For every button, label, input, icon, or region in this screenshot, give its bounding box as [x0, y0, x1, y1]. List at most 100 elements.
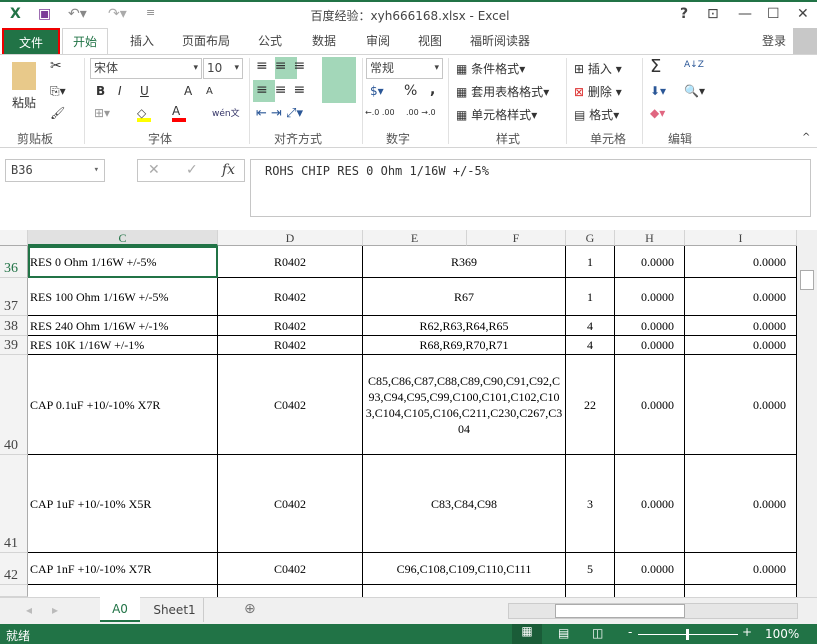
column-header-f[interactable]: F	[467, 230, 566, 246]
cell[interactable]	[28, 585, 218, 597]
cell-d[interactable]: R0402	[218, 278, 363, 316]
delete-cells-button[interactable]: ⊠ 删除 ▾	[574, 85, 622, 99]
cell-d[interactable]: C0402	[218, 455, 363, 553]
currency-icon[interactable]: $▾	[370, 84, 384, 98]
paste-button[interactable]: 粘贴	[12, 96, 37, 110]
zoom-slider-thumb[interactable]	[686, 629, 689, 640]
undo-icon[interactable]: ↶▾	[68, 6, 87, 22]
decrease-decimal-button[interactable]: .00 →.0	[406, 108, 436, 117]
close-button[interactable]: ✕	[797, 6, 809, 22]
cell[interactable]	[467, 585, 566, 597]
font-name-select[interactable]: 宋体 ▾	[90, 58, 202, 79]
format-cells-button[interactable]: ▤ 格式▾	[574, 108, 620, 122]
cell-e[interactable]: C83,C84,C98	[363, 455, 566, 553]
minimize-button[interactable]: —	[738, 6, 752, 22]
cell[interactable]	[218, 585, 363, 597]
insert-cells-button[interactable]: ⊞ 插入 ▾	[574, 62, 622, 76]
cell-c[interactable]: RES 0 Ohm 1/16W +/-5%	[28, 246, 218, 278]
column-header-g[interactable]: G	[566, 230, 615, 246]
cell-h[interactable]: 0.0000	[615, 278, 685, 316]
tab-page-layout[interactable]: 页面布局	[182, 34, 231, 48]
select-all-corner[interactable]	[0, 230, 28, 246]
cut-icon[interactable]: ✂	[50, 58, 62, 74]
cell-g[interactable]: 22	[566, 355, 615, 455]
sort-filter-button[interactable]: A↓Z	[684, 60, 704, 70]
font-color-icon[interactable]: A	[172, 104, 186, 122]
cell[interactable]	[615, 585, 685, 597]
zoom-slider[interactable]	[638, 629, 738, 640]
fill-icon[interactable]: ⬇▾	[650, 84, 667, 98]
format-as-table-button[interactable]: ▦ 套用表格格式▾	[456, 85, 550, 99]
cell-g[interactable]: 1	[566, 278, 615, 316]
cell-e[interactable]: R68,R69,R70,R71	[363, 336, 566, 355]
cell-h[interactable]: 0.0000	[615, 553, 685, 585]
tab-review[interactable]: 审阅	[366, 34, 391, 48]
column-header-h[interactable]: H	[615, 230, 685, 246]
bold-button[interactable]: B	[96, 84, 106, 98]
column-header-i[interactable]: I	[685, 230, 797, 246]
cell-c[interactable]: RES 100 Ohm 1/16W +/-5%	[28, 278, 218, 316]
wrap-merge-buttons[interactable]	[322, 57, 356, 103]
shrink-font-button[interactable]: A	[206, 86, 213, 97]
row-header[interactable]: 36	[0, 246, 28, 278]
tab-insert[interactable]: 插入	[130, 34, 155, 48]
cell-i[interactable]: 0.0000	[685, 553, 797, 585]
tab-view[interactable]: 视图	[418, 34, 443, 48]
comma-button[interactable]: ,	[430, 82, 436, 98]
cell-e[interactable]: R369	[363, 246, 566, 278]
cell-c[interactable]: RES 240 Ohm 1/16W +/-1%	[28, 316, 218, 336]
customize-qat-icon[interactable]: ≡	[146, 6, 156, 19]
conditional-format-button[interactable]: ▦ 条件格式▾	[456, 62, 526, 76]
zoom-level[interactable]: 100%	[765, 627, 800, 641]
cell[interactable]	[566, 585, 615, 597]
cell-h[interactable]: 0.0000	[615, 355, 685, 455]
enter-icon[interactable]: ✓	[186, 162, 198, 178]
cell-d[interactable]: R0402	[218, 246, 363, 278]
cell-d[interactable]: R0402	[218, 336, 363, 355]
cell-i[interactable]: 0.0000	[685, 316, 797, 336]
cell-h[interactable]: 0.0000	[615, 336, 685, 355]
row-header[interactable]	[0, 585, 28, 597]
cell-i[interactable]: 0.0000	[685, 336, 797, 355]
column-header-c[interactable]: C	[28, 230, 218, 246]
vertical-scrollbar[interactable]	[797, 230, 817, 597]
name-box[interactable]: B36 ▾	[5, 159, 105, 182]
phonetic-button[interactable]: wén文	[212, 109, 240, 119]
paste-icon[interactable]	[12, 62, 36, 90]
maximize-button[interactable]: ☐	[767, 6, 780, 22]
align-left-button[interactable]	[253, 80, 275, 102]
cell-e[interactable]: C96,C108,C109,C110,C111	[363, 553, 566, 585]
horizontal-align-icons[interactable]: ≡≡≡	[256, 82, 313, 98]
underline-button[interactable]: U	[140, 84, 149, 98]
increase-decimal-button[interactable]: ←.0 .00	[365, 108, 395, 117]
tab-foxit[interactable]: 福昕阅读器	[470, 34, 531, 48]
insert-function-icon[interactable]: fx	[222, 162, 236, 178]
page-break-view-icon[interactable]: ◫	[592, 626, 604, 640]
zoom-in-button[interactable]: +	[742, 625, 753, 639]
borders-icon[interactable]: ⊞▾	[94, 106, 111, 120]
cell-h[interactable]: 0.0000	[615, 316, 685, 336]
column-header-e[interactable]: E	[363, 230, 467, 246]
formula-input[interactable]: ROHS CHIP RES 0 Ohm 1/16W +/-5%	[250, 159, 811, 217]
next-sheet-icon[interactable]: ▸	[52, 603, 59, 617]
zoom-out-button[interactable]: -	[628, 625, 633, 639]
format-painter-icon[interactable]: 🖌	[50, 106, 66, 120]
cell[interactable]	[685, 585, 797, 597]
cell-styles-button[interactable]: ▦ 单元格样式▾	[456, 108, 538, 122]
cell-c[interactable]: CAP 1nF +10/-10% X7R	[28, 553, 218, 585]
cell-h[interactable]: 0.0000	[615, 455, 685, 553]
row-header[interactable]: 41	[0, 455, 28, 553]
row-header[interactable]: 39	[0, 336, 28, 355]
cell-c[interactable]: RES 10K 1/16W +/-1%	[28, 336, 218, 355]
cell-g[interactable]: 3	[566, 455, 615, 553]
number-format-select[interactable]: 常规 ▾	[366, 58, 443, 79]
horizontal-scrollbar[interactable]	[508, 603, 798, 619]
tab-data[interactable]: 数据	[312, 34, 337, 48]
row-header[interactable]: 38	[0, 316, 28, 336]
cell-i[interactable]: 0.0000	[685, 355, 797, 455]
row-header[interactable]: 40	[0, 355, 28, 455]
sheet-tab-a0[interactable]: A0	[100, 597, 140, 622]
cell-g[interactable]: 1	[566, 246, 615, 278]
collapse-ribbon-icon[interactable]: ^	[802, 132, 811, 143]
find-select-icon[interactable]: 🔍▾	[684, 84, 705, 98]
